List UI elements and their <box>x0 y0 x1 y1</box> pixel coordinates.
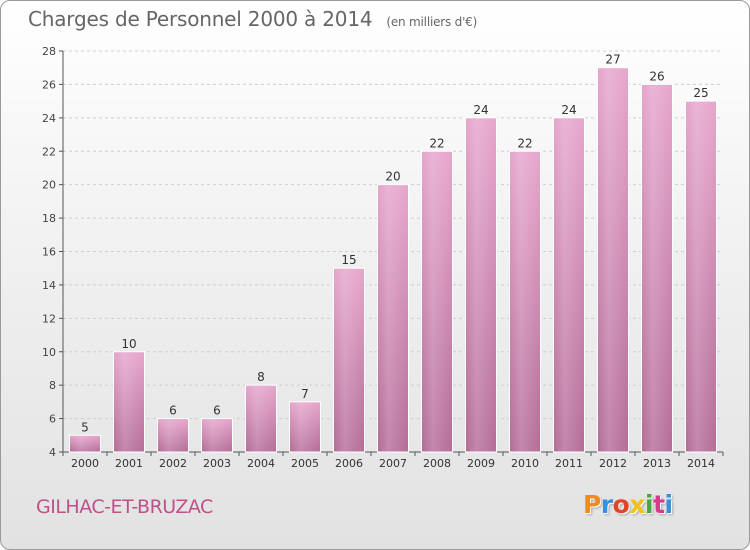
y-tick-label: 8 <box>49 379 56 392</box>
place-name: GILHAC-ET-BRUZAC <box>36 496 213 518</box>
data-label: 27 <box>605 53 620 67</box>
y-tick-label: 24 <box>42 112 56 125</box>
x-tick-label: 2007 <box>379 457 407 470</box>
x-tick-label: 2003 <box>203 457 231 470</box>
logo-letter: o <box>612 490 630 519</box>
data-label: 5 <box>81 420 89 434</box>
bar-2005[interactable] <box>289 401 321 453</box>
x-tick-label: 2000 <box>71 457 99 470</box>
x-tick-label: 2006 <box>335 457 363 470</box>
bar-2008[interactable] <box>421 150 453 453</box>
x-tick-label: 2002 <box>159 457 187 470</box>
bar-2013[interactable] <box>641 83 673 453</box>
bar-2003[interactable] <box>201 418 233 453</box>
bar-2002[interactable] <box>157 418 189 453</box>
x-tick-label: 2010 <box>511 457 539 470</box>
data-labels: 5 10 6 6 8 7 15 20 22 24 22 24 27 26 25 <box>81 53 708 435</box>
y-tick-label: 4 <box>49 446 56 459</box>
data-label: 20 <box>385 170 400 184</box>
proxiti-logo[interactable]: Proxiti <box>583 490 673 519</box>
bars <box>69 67 717 453</box>
bar-2001[interactable] <box>113 351 145 453</box>
y-tick-label: 28 <box>42 45 56 58</box>
bar-2009[interactable] <box>465 117 497 453</box>
data-label: 15 <box>341 253 356 267</box>
x-tick-label: 2001 <box>115 457 143 470</box>
logo-letter: i <box>645 490 654 519</box>
x-tick-label: 2014 <box>687 457 715 470</box>
logo-letter: x <box>629 490 645 519</box>
data-label: 10 <box>121 337 136 351</box>
data-label: 7 <box>301 387 309 401</box>
data-label: 24 <box>561 103 576 117</box>
x-tick-label: 2008 <box>423 457 451 470</box>
y-tick-label: 20 <box>42 179 56 192</box>
bar-2006[interactable] <box>333 267 365 453</box>
x-tick-label: 2004 <box>247 457 275 470</box>
data-label: 24 <box>473 103 488 117</box>
logo-letter: r <box>600 490 613 519</box>
y-tick-label: 10 <box>42 346 56 359</box>
y-tick-label: 26 <box>42 78 56 91</box>
data-label: 6 <box>169 404 177 418</box>
bar-2014[interactable] <box>685 100 717 453</box>
bar-2011[interactable] <box>553 117 585 453</box>
chart-title-text: Charges de Personnel 2000 à 2014 <box>28 7 373 31</box>
data-label: 26 <box>649 69 664 83</box>
data-label: 22 <box>429 136 444 150</box>
x-tick-label: 2011 <box>555 457 583 470</box>
bar-2004[interactable] <box>245 384 277 453</box>
logo-letter: t <box>653 490 665 519</box>
bar-2010[interactable] <box>509 150 541 453</box>
logo-letter: P <box>583 490 601 519</box>
logo-letter: i <box>664 490 674 519</box>
x-tick-label: 2005 <box>291 457 319 470</box>
y-tick-label: 16 <box>42 246 56 259</box>
x-tick-label: 2013 <box>643 457 671 470</box>
data-label: 22 <box>517 136 532 150</box>
x-tick-label: 2009 <box>467 457 495 470</box>
y-tick-label: 22 <box>42 145 56 158</box>
y-tick-label: 12 <box>42 312 56 325</box>
y-tick-label: 14 <box>42 279 56 292</box>
chart-subtitle: (en milliers d'€) <box>386 15 478 29</box>
data-label: 6 <box>213 404 221 418</box>
bar-2007[interactable] <box>377 184 409 453</box>
y-tick-label: 6 <box>49 413 56 426</box>
bar-2000[interactable] <box>69 434 101 453</box>
chart-title: Charges de Personnel 2000 à 2014 (en mill… <box>28 7 477 31</box>
data-label: 8 <box>257 370 265 384</box>
x-tick-label: 2012 <box>599 457 627 470</box>
y-tick-label: 18 <box>42 212 56 225</box>
bar-2012[interactable] <box>597 67 629 453</box>
data-label: 25 <box>693 86 708 100</box>
